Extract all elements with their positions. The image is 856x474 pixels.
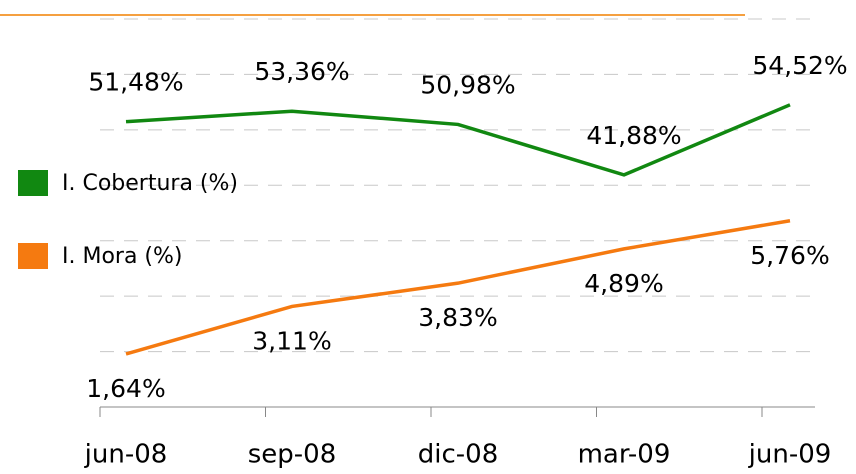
data-label: 5,76% bbox=[750, 241, 829, 270]
data-label: 3,83% bbox=[418, 303, 497, 332]
data-label: 54,52% bbox=[752, 51, 847, 80]
x-tick-label: dic-08 bbox=[418, 440, 499, 470]
x-tick-label: jun-09 bbox=[748, 440, 832, 470]
legend-swatch bbox=[18, 243, 48, 269]
legend-item: I. Mora (%) bbox=[18, 243, 183, 269]
x-tick-label: jun-08 bbox=[84, 440, 168, 470]
data-label: 4,89% bbox=[584, 269, 663, 298]
x-tick-label: sep-08 bbox=[248, 440, 337, 470]
legend-label: I. Cobertura (%) bbox=[62, 171, 238, 196]
legend-swatch bbox=[18, 170, 48, 196]
data-label: 51,48% bbox=[88, 68, 183, 97]
data-label: 3,11% bbox=[252, 326, 331, 355]
data-label: 50,98% bbox=[420, 70, 515, 99]
series-line bbox=[125, 103, 791, 177]
x-tick-label: mar-09 bbox=[578, 440, 671, 470]
series-line bbox=[125, 219, 791, 356]
data-label: 53,36% bbox=[254, 57, 349, 86]
legend-label: I. Mora (%) bbox=[62, 244, 183, 269]
data-label: 1,64% bbox=[86, 374, 165, 403]
data-label: 41,88% bbox=[586, 121, 681, 150]
legend-item: I. Cobertura (%) bbox=[18, 170, 238, 196]
